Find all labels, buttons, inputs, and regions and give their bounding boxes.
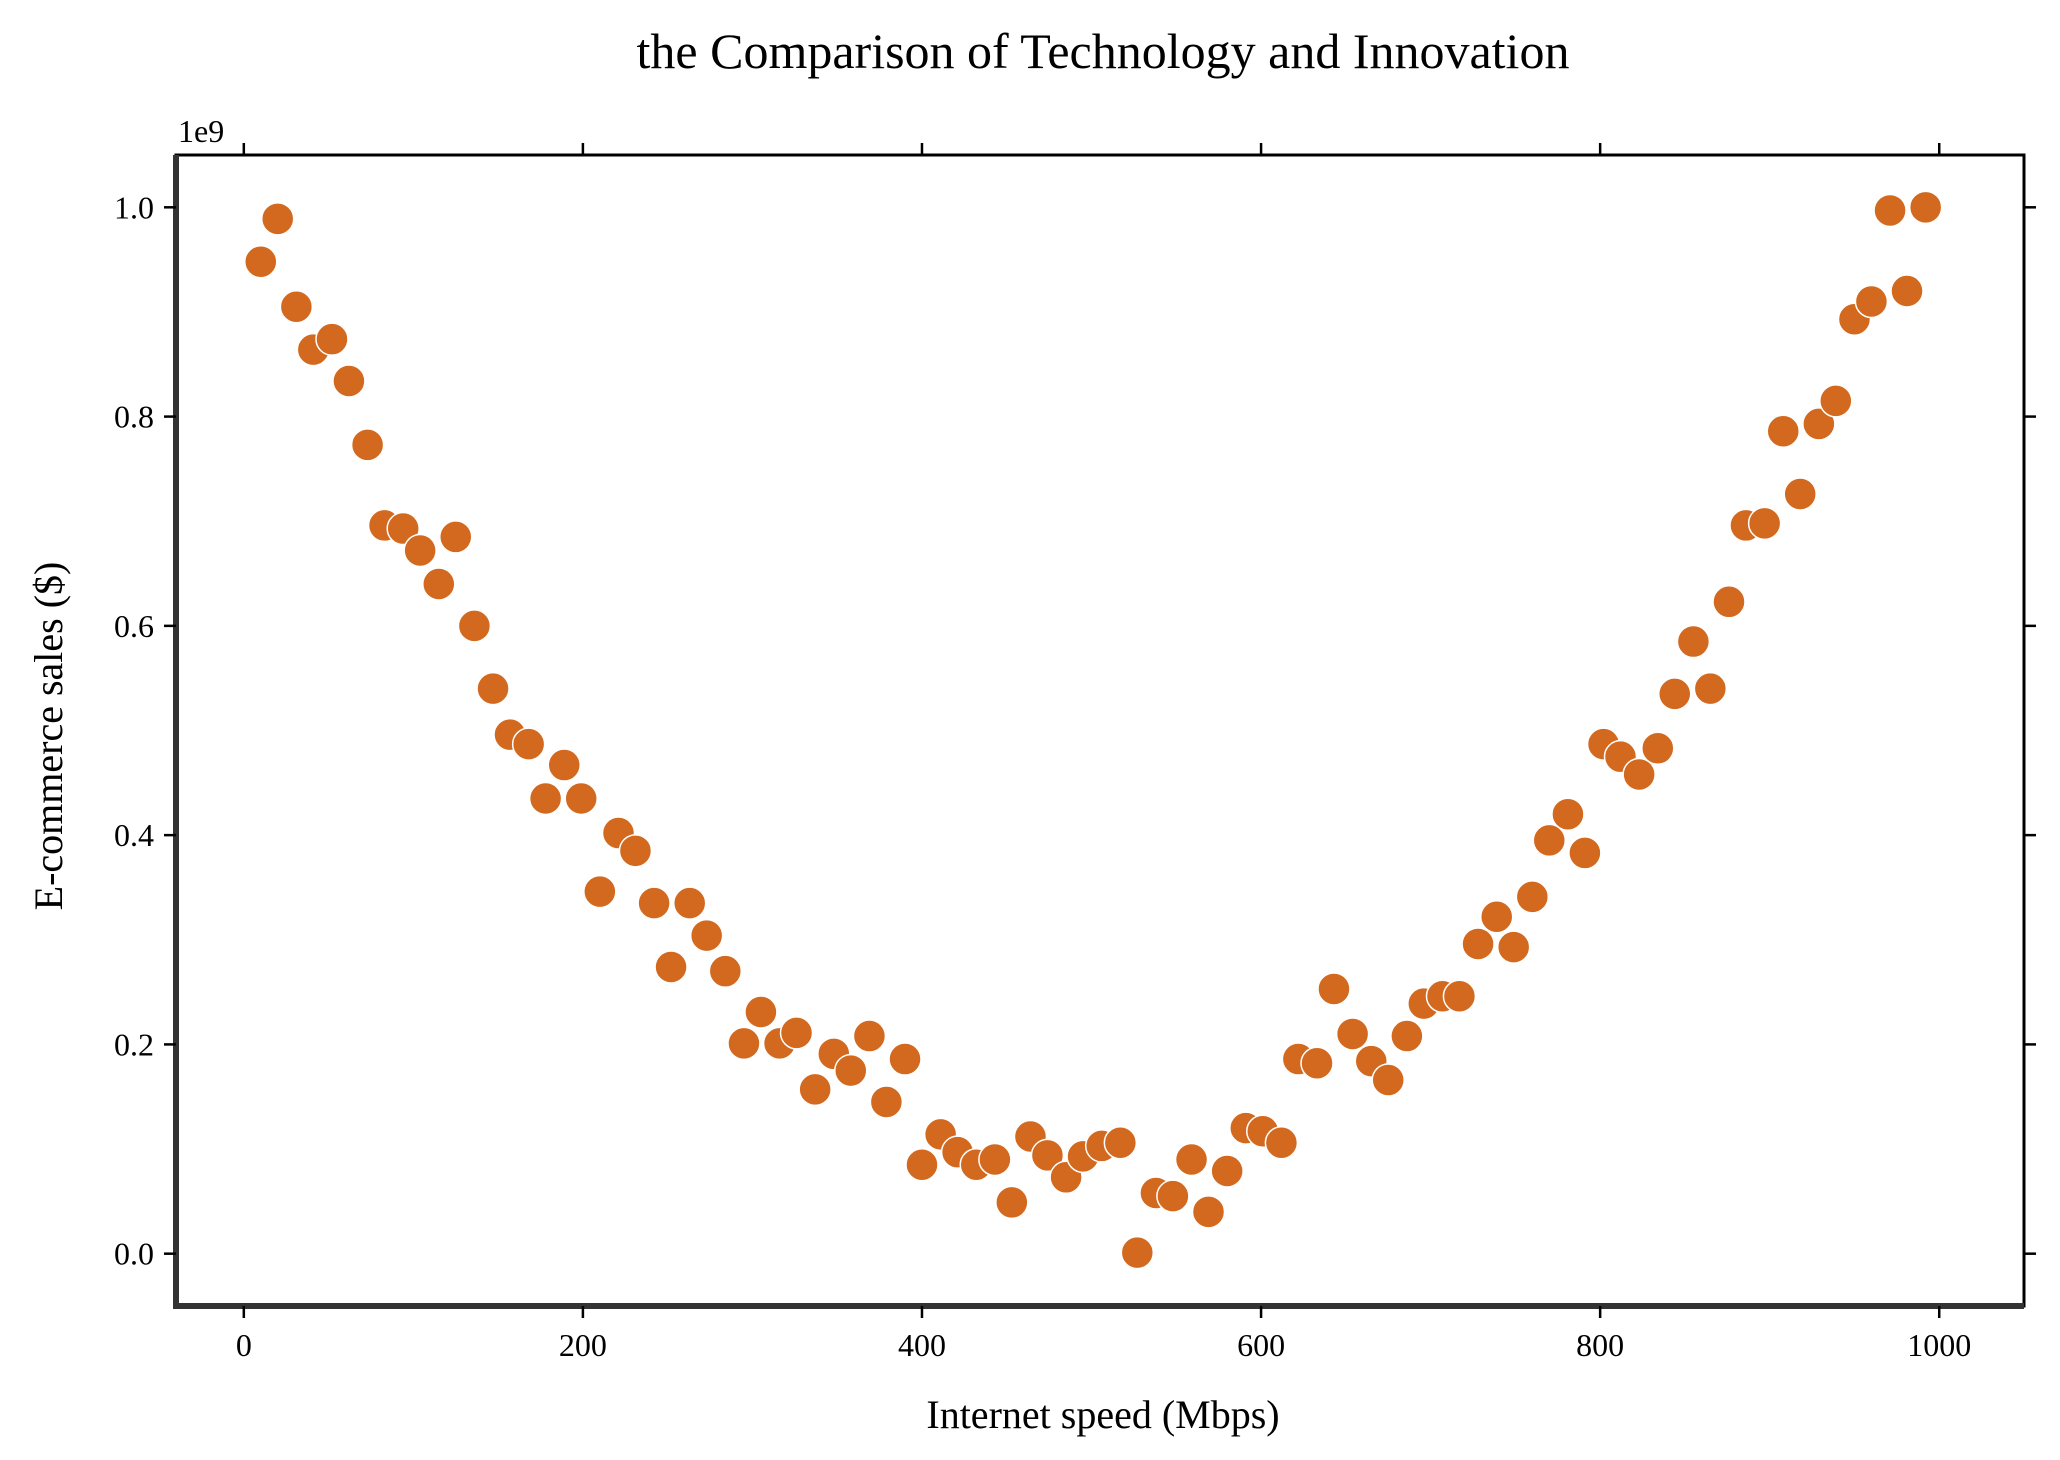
data-point xyxy=(779,1016,814,1050)
y-tick-label: 0.4 xyxy=(114,817,154,853)
data-point xyxy=(1461,927,1495,961)
data-point xyxy=(798,1072,832,1107)
data-point xyxy=(1120,1235,1155,1270)
data-point xyxy=(1641,731,1675,766)
data-point xyxy=(1515,880,1550,914)
data-point xyxy=(1390,1019,1424,1053)
data-point xyxy=(1890,274,1924,308)
data-point xyxy=(1908,190,1943,225)
data-point xyxy=(1712,585,1746,619)
data-point xyxy=(422,567,456,601)
data-point xyxy=(618,834,653,868)
data-point xyxy=(1532,823,1567,858)
x-tick-label: 200 xyxy=(559,1327,607,1363)
x-tick-label: 400 xyxy=(898,1327,946,1363)
data-point xyxy=(1568,836,1602,870)
y-axis-offset-label: 1e9 xyxy=(178,113,224,149)
data-point xyxy=(978,1142,1012,1177)
x-tick-label: 0 xyxy=(236,1327,252,1363)
x-axis-label: Internet speed (Mbps) xyxy=(926,1392,1279,1437)
data-point xyxy=(888,1042,922,1076)
data-point xyxy=(869,1085,904,1119)
data-point xyxy=(1873,193,1907,228)
data-point xyxy=(528,781,563,816)
data-point xyxy=(1802,407,1836,441)
data-point xyxy=(457,609,492,643)
data-point xyxy=(1622,757,1656,792)
data-point xyxy=(476,671,510,706)
data-point xyxy=(564,781,598,816)
data-point xyxy=(1371,1063,1405,1097)
data-point xyxy=(1335,1017,1370,1051)
data-point xyxy=(332,364,366,398)
data-point xyxy=(689,918,724,953)
data-point xyxy=(260,202,295,236)
data-point xyxy=(315,322,349,356)
data-point xyxy=(1103,1126,1138,1160)
y-axis: 0.0 0.2 0.4 0.6 0.8 1.0 xyxy=(114,155,2036,1309)
data-point xyxy=(1657,677,1692,711)
y-tick-label: 0.6 xyxy=(114,608,154,644)
data-point xyxy=(852,1019,887,1053)
data-point xyxy=(708,954,743,988)
x-tick-label: 800 xyxy=(1576,1327,1624,1363)
data-point xyxy=(1030,1138,1065,1173)
data-point xyxy=(1317,972,1351,1006)
data-point xyxy=(834,1053,868,1088)
data-point xyxy=(244,244,278,279)
data-point xyxy=(1264,1126,1299,1160)
data-point xyxy=(1854,284,1889,319)
data-point xyxy=(403,533,437,568)
data-point xyxy=(438,520,473,554)
data-point xyxy=(1210,1154,1244,1188)
data-point xyxy=(1766,414,1801,448)
data-point xyxy=(1676,624,1711,659)
data-point xyxy=(1174,1142,1209,1177)
data-point xyxy=(995,1185,1029,1220)
y-axis-label: E-commerce sales ($) xyxy=(26,562,71,911)
data-point xyxy=(1191,1195,1226,1229)
data-point xyxy=(511,727,546,761)
data-point xyxy=(744,995,778,1029)
data-point xyxy=(583,874,617,909)
y-tick-label: 1.0 xyxy=(114,189,154,225)
data-point xyxy=(1479,900,1514,934)
plot-area xyxy=(244,190,1943,1270)
x-axis: 0 200 400 600 800 1000 xyxy=(173,143,2024,1363)
data-point xyxy=(1819,384,1853,418)
data-point xyxy=(672,886,707,920)
x-tick-label: 600 xyxy=(1237,1327,1285,1363)
y-tick-label: 0.0 xyxy=(114,1236,154,1272)
data-point xyxy=(1156,1179,1190,1213)
data-point xyxy=(1442,979,1477,1014)
data-point xyxy=(1747,506,1782,541)
data-point xyxy=(1551,797,1585,831)
data-point xyxy=(637,886,671,920)
data-point xyxy=(547,748,581,782)
data-point xyxy=(1496,930,1531,964)
chart-title: the Comparison of Technology and Innovat… xyxy=(637,23,1570,79)
y-tick-label: 0.2 xyxy=(114,1026,154,1062)
data-point xyxy=(727,1026,761,1061)
data-point xyxy=(279,289,314,324)
data-point xyxy=(1300,1046,1334,1080)
data-point xyxy=(1783,477,1817,511)
data-point xyxy=(1693,671,1728,706)
data-point xyxy=(654,950,688,984)
x-tick-label: 1000 xyxy=(1907,1327,1971,1363)
data-point xyxy=(350,428,385,462)
y-tick-label: 0.8 xyxy=(114,399,154,435)
data-point xyxy=(905,1147,939,1182)
